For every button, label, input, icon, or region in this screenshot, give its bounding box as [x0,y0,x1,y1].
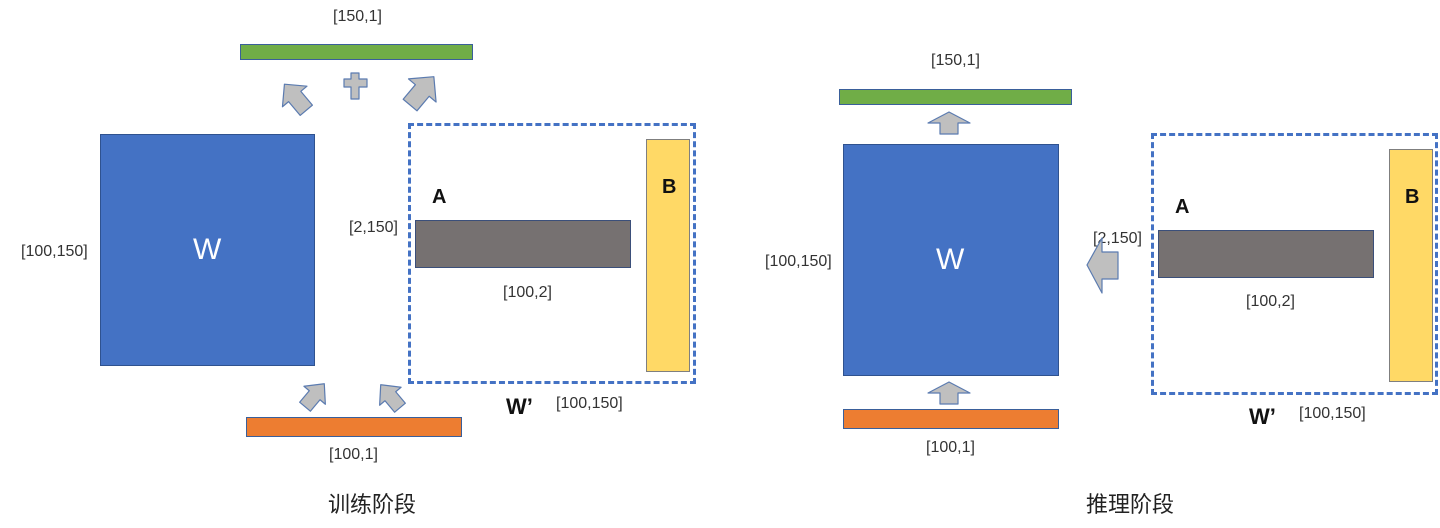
training-B-label: B [662,176,677,198]
training-input-to-W-arrow-icon [299,383,326,412]
training-W-to-output-arrow-icon [281,83,314,116]
inference-output-vector [839,89,1072,105]
inference-A-label: A [1175,196,1190,218]
inference-input-vector [843,409,1059,429]
training-A-in-dim: [2,150] [349,219,398,236]
training-stage-label: 训练阶段 [328,493,417,518]
training-Wprime-dim: [100,150] [556,395,623,412]
training-W-dim: [100,150] [21,243,88,260]
inference-B-matrix: B [1389,149,1433,382]
inference-A-out-dim: [100,2] [1246,293,1295,310]
training-A-matrix [415,220,631,268]
training-Wprime-label: W’ [506,394,533,419]
inference-A-matrix [1158,230,1374,278]
training-output-vector [240,44,473,60]
inference-Wprime-dim: [100,150] [1299,405,1366,422]
training-B-matrix: B [646,139,690,372]
training-input-vector [246,417,462,437]
inference-Wprime-box [1151,133,1438,395]
inference-W-to-output-arrow-icon [927,111,971,135]
plus-icon [343,72,368,100]
training-Wprime-to-output-arrow-icon [402,76,437,112]
training-A-out-dim: [100,2] [503,284,552,301]
training-Wprime-box [408,123,696,384]
inference-input-to-W-arrow-icon [927,381,971,405]
training-input-to-Wprime-arrow-icon [379,384,406,413]
inference-output-dim: [150,1] [931,52,980,69]
inference-B-label: B [1405,186,1420,208]
training-A-label: A [432,186,447,208]
inference-W-dim: [100,150] [765,253,832,270]
training-W-label: W [193,233,222,266]
training-W-matrix: W [100,134,315,366]
inference-Wprime-merge-arrow-icon [1086,237,1119,294]
training-input-dim: [100,1] [329,446,378,463]
inference-stage-label: 推理阶段 [1086,493,1175,518]
inference-W-label: W [936,243,965,276]
training-output-dim: [150,1] [333,8,382,25]
inference-A-in-dim: [2,150] [1093,230,1142,247]
inference-input-dim: [100,1] [926,439,975,456]
inference-W-matrix: W [843,144,1059,376]
inference-Wprime-label: W’ [1249,404,1276,429]
